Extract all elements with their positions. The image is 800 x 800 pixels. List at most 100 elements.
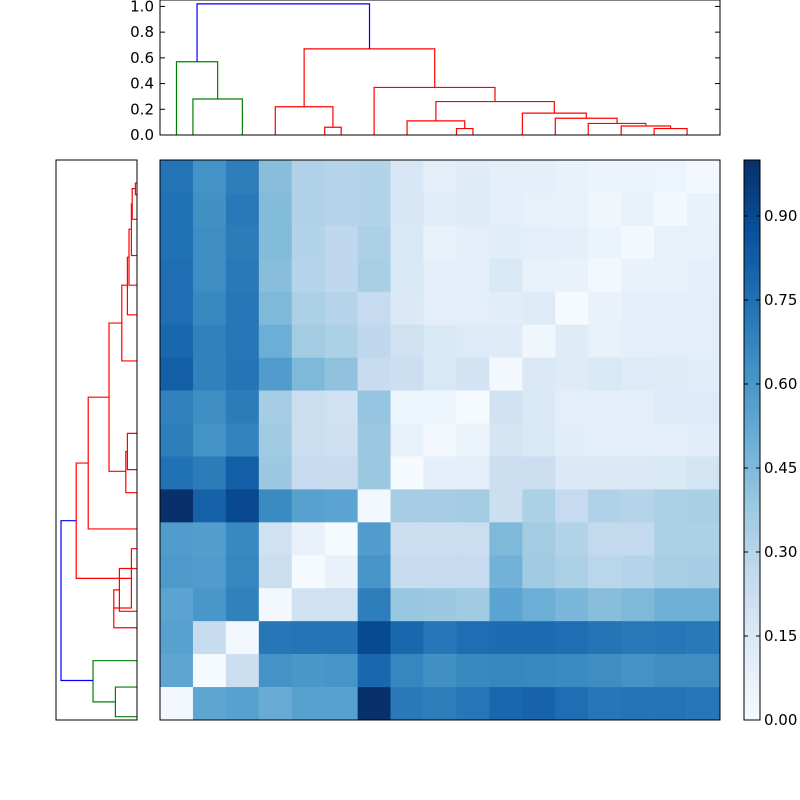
heatmap-frame — [159, 159, 721, 721]
heatmap-cell — [160, 390, 194, 424]
heatmap-cell — [423, 489, 457, 523]
heatmap-cell — [291, 423, 326, 457]
colorbar-band — [744, 532, 760, 537]
colorbar-band — [744, 512, 760, 517]
heatmap-cell — [357, 160, 391, 194]
colorbar-band — [744, 164, 760, 169]
heatmap-cell — [522, 291, 556, 326]
heatmap-cell — [423, 654, 457, 688]
colorbar-band — [744, 524, 760, 529]
heatmap-cell — [357, 357, 391, 391]
heatmap-cell — [555, 357, 589, 391]
top-dendrogram-link — [175, 61, 219, 135]
colorbar-band — [744, 308, 760, 313]
heatmap-cell — [192, 192, 227, 227]
colorbar-band — [744, 692, 760, 697]
heatmap-cell — [555, 687, 589, 721]
heatmap-cell — [225, 192, 260, 227]
top-dendrogram-link — [554, 117, 618, 135]
heatmap-cell — [555, 621, 589, 655]
left-dendrogram-link — [128, 228, 137, 286]
left-dendrogram-link — [131, 188, 137, 220]
heatmap-cell — [654, 555, 688, 589]
top-dendrogram-link — [653, 127, 688, 135]
heatmap-cell — [522, 258, 556, 293]
heatmap-cell — [522, 160, 556, 194]
heatmap-cell — [588, 357, 622, 391]
heatmap-cell — [390, 687, 424, 721]
colorbar-band — [744, 644, 760, 649]
heatmap-cell — [324, 654, 358, 688]
heatmap-cell — [654, 621, 688, 655]
heatmap-cell — [324, 160, 358, 194]
heatmap-cell — [423, 588, 457, 622]
top-dendrogram-tick-label: 0.4 — [130, 75, 154, 93]
heatmap-cell — [687, 192, 721, 227]
heatmap-cell — [588, 324, 622, 358]
heatmap-cell — [687, 588, 721, 622]
heatmap-cell — [291, 621, 326, 655]
colorbar-band — [744, 476, 760, 481]
heatmap-cell — [291, 225, 326, 260]
heatmap-cell — [456, 160, 490, 194]
heatmap-cell — [160, 192, 194, 227]
heatmap-cell — [522, 555, 556, 589]
heatmap-cell — [522, 621, 556, 655]
colorbar-band — [744, 668, 760, 673]
heatmap-cell — [225, 654, 260, 688]
top-dendrogram-y-ticks: 0.0 0.2 0.4 0.6 0.8 1.0 — [130, 0, 720, 144]
colorbar-band — [744, 712, 760, 717]
heatmap-cell — [160, 555, 194, 589]
heatmap-cell — [225, 324, 260, 358]
heatmap-cell — [258, 456, 293, 490]
colorbar-band — [744, 664, 760, 669]
heatmap-cell — [489, 687, 523, 721]
heatmap-cell — [357, 588, 391, 622]
heatmap-cell — [324, 258, 358, 293]
heatmap-cell — [258, 324, 293, 358]
heatmap-cell — [456, 522, 490, 556]
top-dendrogram-tick-label: 0.8 — [130, 23, 154, 41]
top-dendrogram-frame — [159, 0, 721, 136]
top-dendrogram: 0.0 0.2 0.4 0.6 0.8 1.0 — [130, 0, 721, 144]
colorbar-band — [744, 572, 760, 577]
heatmap-cell — [621, 687, 655, 721]
heatmap-cell — [654, 258, 688, 293]
colorbar-band — [744, 592, 760, 597]
top-dendrogram-tick-label: 0.6 — [130, 49, 154, 67]
colorbar-band — [744, 352, 760, 357]
heatmap-cell — [588, 192, 622, 227]
colorbar-band — [744, 584, 760, 589]
heatmap-cell — [621, 555, 655, 589]
heatmap-cell — [324, 423, 358, 457]
colorbar-tick-label: 0.60 — [764, 375, 797, 393]
heatmap-cell — [489, 456, 523, 490]
heatmap-cell — [160, 522, 194, 556]
colorbar-band — [744, 228, 760, 233]
colorbar-band — [744, 620, 760, 625]
heatmap-cell — [291, 160, 326, 194]
colorbar-band — [744, 280, 760, 285]
top-dendrogram-tick-label: 0.0 — [130, 126, 154, 144]
colorbar-band — [744, 452, 760, 457]
heatmap-cell — [423, 258, 457, 293]
heatmap-cell — [621, 324, 655, 358]
heatmap-cell — [357, 687, 391, 721]
heatmap-cell — [423, 555, 457, 589]
left-dendrogram-link — [114, 686, 137, 718]
heatmap-cell — [489, 357, 523, 391]
heatmap-cell — [390, 621, 424, 655]
colorbar-band — [744, 332, 760, 337]
heatmap-cell — [489, 258, 523, 293]
colorbar-band — [744, 268, 760, 273]
colorbar-band — [744, 236, 760, 241]
heatmap-cell — [324, 621, 358, 655]
colorbar-band — [744, 400, 760, 405]
heatmap-cell — [258, 654, 293, 688]
heatmap-cells — [160, 160, 721, 721]
heatmap-cell — [324, 324, 358, 358]
heatmap-cell — [687, 357, 721, 391]
heatmap-cell — [687, 522, 721, 556]
heatmap-cell — [555, 489, 589, 523]
colorbar-band — [744, 288, 760, 293]
